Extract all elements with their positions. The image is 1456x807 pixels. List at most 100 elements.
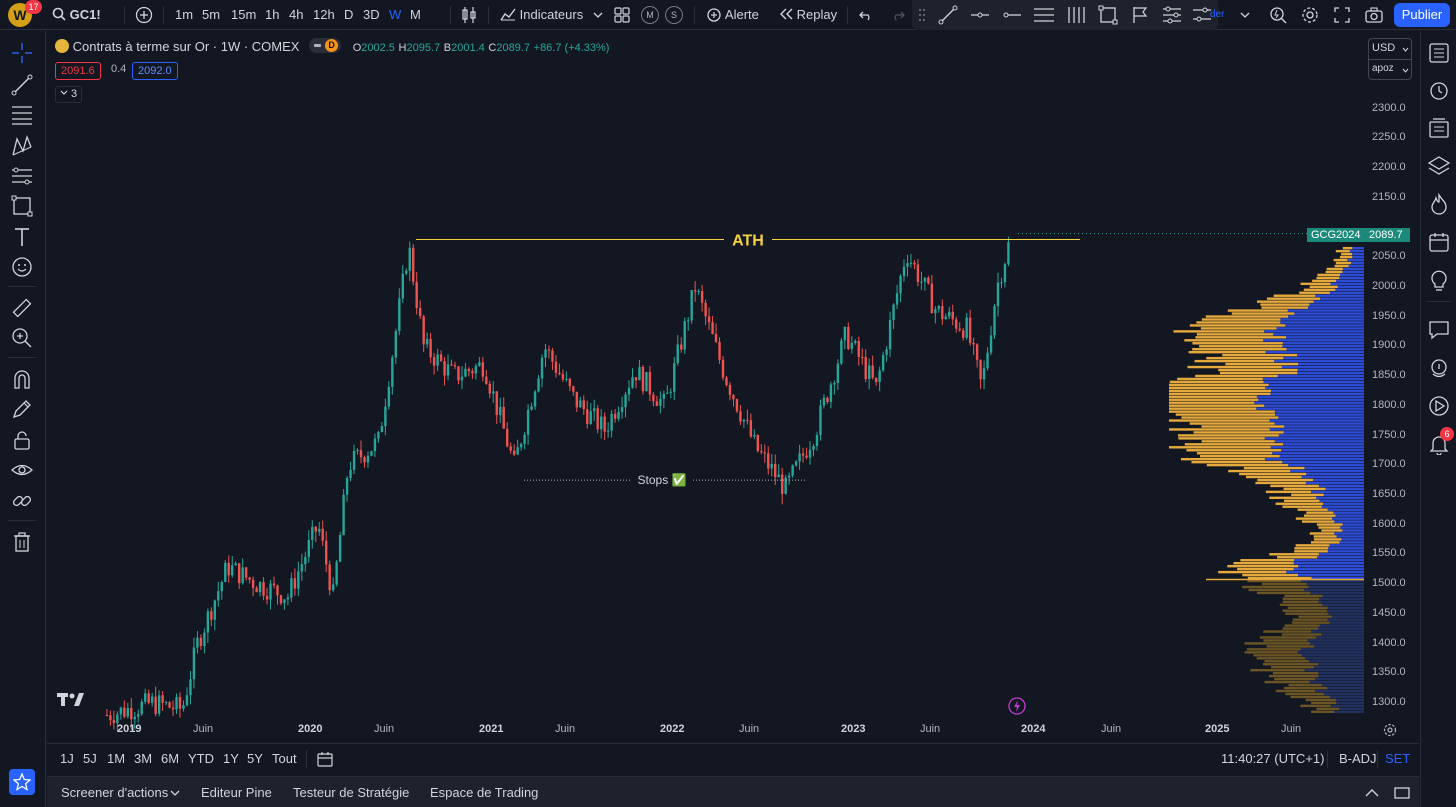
buy-price-button[interactable]: 2092.0 bbox=[132, 62, 178, 80]
fib-retracement-icon[interactable] bbox=[11, 104, 33, 126]
ath-label[interactable]: ATH bbox=[732, 232, 764, 249]
lock-icon[interactable] bbox=[11, 429, 33, 451]
vp-bar-up bbox=[1293, 567, 1364, 571]
ruler-icon[interactable] bbox=[11, 297, 33, 319]
chevron-down-icon[interactable] bbox=[1240, 11, 1250, 19]
interval-w[interactable]: W bbox=[389, 7, 402, 22]
m-badge[interactable]: M bbox=[641, 6, 659, 24]
indicators-collapse-button[interactable]: 3 bbox=[55, 86, 82, 103]
layers-icon[interactable] bbox=[1428, 155, 1450, 177]
undo-icon[interactable] bbox=[859, 9, 873, 21]
emoji-icon[interactable] bbox=[11, 256, 33, 278]
session-toggle[interactable]: SET bbox=[1385, 751, 1411, 766]
range-5y[interactable]: 5Y bbox=[247, 751, 263, 766]
horizontal-ray-icon[interactable] bbox=[1002, 5, 1022, 25]
flag-icon[interactable] bbox=[1130, 5, 1150, 25]
geometric-shapes-icon[interactable] bbox=[11, 195, 33, 217]
fullscreen-icon[interactable] bbox=[1334, 7, 1350, 23]
redo-icon[interactable] bbox=[891, 9, 905, 21]
trend-line-icon[interactable] bbox=[938, 5, 958, 25]
calendar-icon[interactable] bbox=[1428, 231, 1450, 253]
zoom-in-icon[interactable] bbox=[11, 327, 33, 349]
vp-bar-up bbox=[1337, 285, 1364, 288]
drag-handle-icon[interactable] bbox=[918, 8, 926, 22]
layout-grid-icon[interactable] bbox=[614, 7, 630, 23]
candles-icon[interactable] bbox=[461, 6, 477, 24]
interval-d[interactable]: D bbox=[344, 7, 354, 22]
s-badge[interactable]: S bbox=[665, 6, 683, 24]
crosshair-icon[interactable] bbox=[11, 42, 33, 64]
drawing-mode-icon[interactable] bbox=[11, 398, 33, 420]
link-icon[interactable] bbox=[11, 490, 33, 512]
chevron-down-icon[interactable] bbox=[593, 11, 603, 19]
range-5j[interactable]: 5J bbox=[83, 751, 97, 766]
interval-5m[interactable]: 5m bbox=[202, 7, 221, 22]
interval-3d[interactable]: 3D bbox=[363, 7, 380, 22]
watchlist-icon[interactable] bbox=[1428, 42, 1450, 64]
clock[interactable]: 11:40:27 (UTC+1) bbox=[1221, 751, 1325, 766]
ideas-icon[interactable] bbox=[1428, 357, 1450, 379]
alert-button[interactable]: Alerte bbox=[706, 0, 759, 30]
footer-tab-4[interactable]: Espace de Trading bbox=[430, 785, 539, 800]
chevron-up-icon[interactable] bbox=[1365, 788, 1379, 798]
parallel-lines-icon[interactable] bbox=[1033, 5, 1055, 25]
magnet-icon[interactable] bbox=[11, 368, 33, 390]
rectangle-icon[interactable] bbox=[1098, 5, 1118, 25]
indicators-button[interactable]: Indicateurs bbox=[500, 0, 583, 30]
range-1m[interactable]: 1M bbox=[107, 751, 126, 766]
lightning-event-icon[interactable] bbox=[1008, 697, 1026, 715]
vp-bar-up bbox=[1258, 398, 1364, 401]
range-1y[interactable]: 1Y bbox=[223, 751, 239, 766]
interval-15m[interactable]: 15m bbox=[231, 7, 257, 22]
vp-bar-down bbox=[1242, 585, 1309, 589]
axis-settings-icon[interactable] bbox=[1383, 723, 1397, 737]
forecast-tool-icon[interactable] bbox=[11, 165, 33, 187]
chevron-down-icon[interactable] bbox=[170, 789, 180, 797]
symbol-search-button[interactable]: GC1! bbox=[52, 0, 101, 30]
footer-tab-1[interactable]: Screener d'actions bbox=[61, 785, 169, 800]
footer-tab-2[interactable]: Editeur Pine bbox=[201, 785, 272, 800]
vertical-lines-icon[interactable] bbox=[1066, 5, 1086, 25]
range-tout[interactable]: Tout bbox=[272, 751, 297, 766]
currency-label: USD bbox=[1372, 42, 1396, 54]
sell-price-button[interactable]: 2091.6 bbox=[55, 62, 101, 80]
symbol-title[interactable]: Contrats à terme sur Or · 1W · COMEX bbox=[72, 39, 300, 54]
add-symbol-icon[interactable] bbox=[135, 6, 153, 24]
price-chart[interactable]: ATH Stops ✅ bbox=[47, 31, 1419, 743]
interval-1h[interactable]: 1h bbox=[265, 7, 280, 22]
quick-search-icon[interactable] bbox=[1269, 6, 1287, 24]
alarm-clock-icon[interactable] bbox=[1428, 79, 1450, 101]
trend-line-tool-icon[interactable] bbox=[11, 74, 33, 96]
camera-icon[interactable] bbox=[1365, 7, 1383, 23]
fib-sliders-icon[interactable] bbox=[1162, 5, 1182, 25]
gear-icon[interactable] bbox=[1301, 6, 1319, 24]
range-ytd[interactable]: YTD bbox=[188, 751, 214, 766]
pattern-tool-icon[interactable] bbox=[11, 135, 33, 157]
stops-label[interactable]: Stops ✅ bbox=[638, 473, 687, 487]
interval-4h[interactable]: 4h bbox=[289, 7, 304, 22]
streams-icon[interactable] bbox=[1428, 395, 1450, 417]
trash-icon[interactable] bbox=[11, 531, 33, 553]
flame-icon[interactable] bbox=[1428, 193, 1450, 215]
currency-selector[interactable]: USD apoz bbox=[1368, 38, 1412, 80]
adjustment-toggle[interactable]: B-ADJ bbox=[1339, 751, 1377, 766]
interval-1m[interactable]: 1m bbox=[175, 7, 194, 22]
range-6m[interactable]: 6M bbox=[161, 751, 180, 766]
eye-icon[interactable] bbox=[11, 459, 33, 481]
horizontal-line-icon[interactable] bbox=[970, 5, 990, 25]
go-to-date-icon[interactable] bbox=[317, 751, 333, 767]
range-3m[interactable]: 3M bbox=[134, 751, 153, 766]
favorites-star-button[interactable] bbox=[9, 769, 35, 795]
range-1j[interactable]: 1J bbox=[60, 751, 74, 766]
maximize-panel-icon[interactable] bbox=[1394, 787, 1410, 799]
lightbulb-icon[interactable] bbox=[1428, 269, 1450, 291]
interval-m[interactable]: M bbox=[410, 7, 421, 22]
replay-button[interactable]: Replay bbox=[779, 0, 837, 30]
object-tree-icon[interactable] bbox=[1428, 117, 1450, 139]
chat-icon[interactable] bbox=[1428, 319, 1450, 341]
footer-tab-3[interactable]: Testeur de Stratégie bbox=[293, 785, 410, 800]
settings-sliders-icon[interactable] bbox=[1192, 5, 1212, 25]
interval-12h[interactable]: 12h bbox=[313, 7, 335, 22]
text-tool-icon[interactable] bbox=[11, 226, 33, 248]
publish-button[interactable]: Publier bbox=[1394, 3, 1450, 27]
